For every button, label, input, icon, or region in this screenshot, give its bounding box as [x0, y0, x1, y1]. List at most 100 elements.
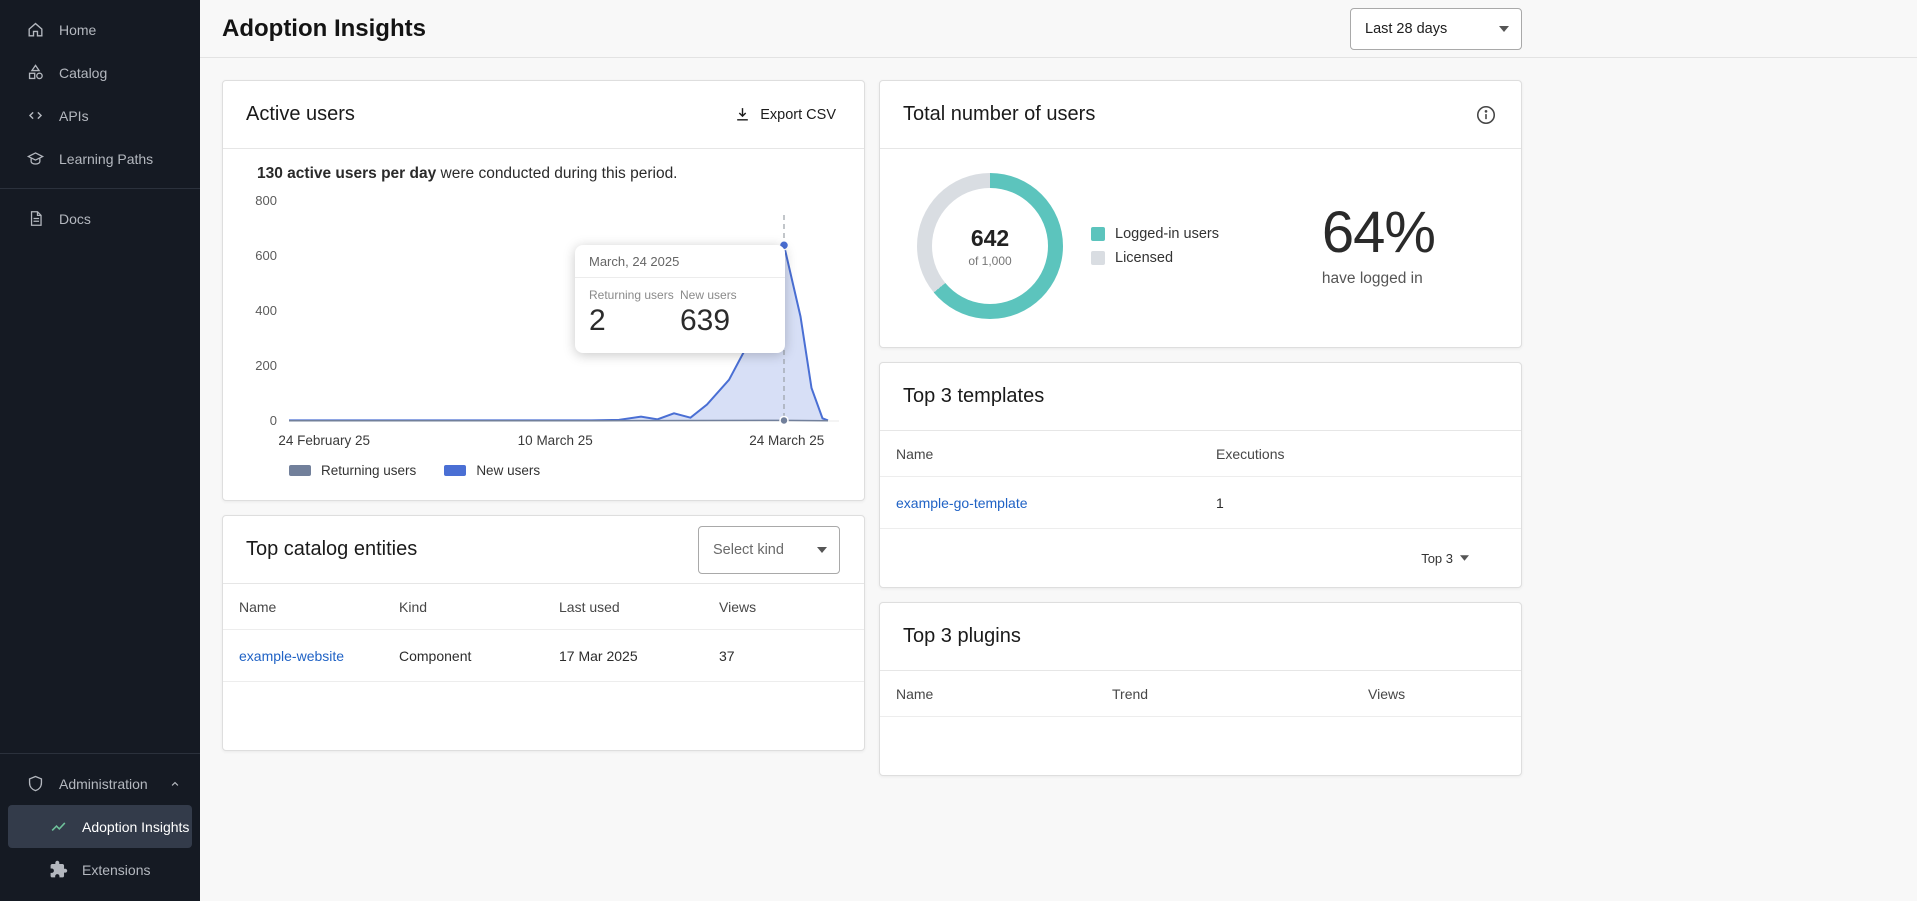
sidebar-item-administration[interactable]: Administration — [8, 762, 192, 805]
top-catalog-entities-card: Top catalog entities Select kind Name Ki… — [222, 515, 865, 751]
template-executions: 1 — [1216, 495, 1505, 511]
sidebar-item-catalog[interactable]: Catalog — [8, 51, 192, 94]
tooltip-returning-users: Returning users 2 — [589, 288, 680, 339]
sidebar-spacer — [0, 240, 200, 745]
logged-in-stat: 64% have logged in — [1322, 204, 1521, 288]
legend-item-new-users: New users — [444, 463, 540, 478]
legend-item-logged-in: Logged-in users — [1091, 226, 1219, 242]
card-bottom-space — [223, 682, 864, 750]
caret-down-icon — [817, 547, 827, 553]
catalog-icon — [25, 63, 45, 83]
legend-label: New users — [476, 463, 540, 478]
info-icon[interactable] — [1475, 104, 1497, 126]
table-row: example-go-template 1 — [880, 477, 1521, 529]
top-n-select[interactable]: Top 3 — [1421, 551, 1469, 566]
card-title: Top 3 templates — [903, 385, 1044, 408]
column-header-executions: Executions — [1216, 446, 1505, 462]
entity-views: 37 — [719, 648, 848, 664]
column-header-kind: Kind — [399, 599, 559, 615]
table-row: example-website Component 17 Mar 2025 37 — [223, 630, 864, 682]
column-header-last-used: Last used — [559, 599, 719, 615]
svg-text:10 March 25: 10 March 25 — [518, 433, 593, 448]
legend-swatch — [1091, 251, 1105, 265]
legend-swatch — [444, 465, 466, 476]
donut-value: 642 — [971, 225, 1009, 252]
column-header-name: Name — [896, 686, 1112, 702]
chart-legend: Returning users New users — [289, 463, 864, 478]
legend-item-returning-users: Returning users — [289, 463, 416, 478]
sidebar-item-adoption-insights[interactable]: Adoption Insights — [8, 805, 192, 848]
insights-chart-icon — [48, 817, 68, 837]
sidebar-item-home[interactable]: Home — [8, 8, 192, 51]
svg-text:400: 400 — [255, 303, 277, 318]
chevron-up-icon[interactable] — [168, 777, 182, 791]
tooltip-new-users: New users 639 — [680, 288, 771, 339]
table-footer: Top 3 — [880, 529, 1521, 587]
sidebar-item-label: Home — [59, 22, 96, 38]
tooltip-date: March, 24 2025 — [575, 245, 785, 278]
download-icon — [734, 106, 751, 123]
page-title: Adoption Insights — [222, 15, 426, 43]
sidebar-item-extensions[interactable]: Extensions — [8, 848, 192, 891]
card-title: Top catalog entities — [246, 538, 417, 561]
active-users-card: Active users Export CSV 130 active users… — [222, 80, 865, 501]
date-range-value: Last 28 days — [1365, 21, 1447, 37]
sidebar-divider — [0, 188, 200, 189]
export-csv-button[interactable]: Export CSV — [730, 100, 840, 129]
kind-select[interactable]: Select kind — [698, 526, 840, 574]
apis-icon — [25, 106, 45, 126]
sidebar-item-label: Administration — [59, 776, 148, 792]
table-header: Name Kind Last used Views — [223, 584, 864, 630]
legend-label: Licensed — [1115, 250, 1173, 266]
home-icon — [25, 20, 45, 40]
entity-last-used: 17 Mar 2025 — [559, 648, 719, 664]
card-title: Top 3 plugins — [903, 625, 1021, 648]
svg-text:800: 800 — [255, 193, 277, 208]
learning-paths-icon — [25, 149, 45, 169]
svg-text:200: 200 — [255, 358, 277, 373]
sidebar-item-label: Learning Paths — [59, 151, 153, 167]
table-header: Name Trend Views — [880, 671, 1521, 717]
page-header: Adoption Insights Last 28 days — [200, 0, 1917, 58]
puzzle-icon — [48, 860, 68, 880]
card-bottom-space — [880, 717, 1521, 775]
sidebar-item-label: Catalog — [59, 65, 107, 81]
date-range-select[interactable]: Last 28 days — [1350, 8, 1522, 50]
legend-label: Returning users — [321, 463, 416, 478]
svg-text:600: 600 — [255, 248, 277, 263]
sidebar-item-docs[interactable]: Docs — [8, 197, 192, 240]
svg-text:0: 0 — [270, 413, 277, 428]
percent-value: 64% — [1322, 204, 1435, 262]
sidebar-item-label: Adoption Insights — [82, 819, 189, 835]
entity-link[interactable]: example-website — [239, 648, 399, 664]
card-title: Active users — [246, 103, 355, 126]
sidebar-item-label: APIs — [59, 108, 89, 124]
docs-icon — [25, 209, 45, 229]
entity-kind: Component — [399, 648, 559, 664]
template-link[interactable]: example-go-template — [896, 495, 1216, 511]
donut-chart[interactable]: 642 of 1,000 — [917, 173, 1063, 319]
table-header: Name Executions — [880, 431, 1521, 477]
top-plugins-card: Top 3 plugins Name Trend Views — [879, 602, 1522, 776]
top-n-value: Top 3 — [1421, 551, 1453, 566]
column-header-name: Name — [239, 599, 399, 615]
kind-select-value: Select kind — [713, 542, 784, 558]
total-users-card: Total number of users 642 of 1,000 — [879, 80, 1522, 348]
donut-legend: Logged-in users Licensed — [1091, 218, 1219, 274]
sidebar: Home Catalog APIs Learning Paths Docs Ad… — [0, 0, 200, 901]
sidebar-item-label: Docs — [59, 211, 91, 227]
sidebar-divider — [0, 753, 200, 754]
sidebar-item-learning-paths[interactable]: Learning Paths — [8, 137, 192, 180]
legend-swatch — [289, 465, 311, 476]
column-header-trend: Trend — [1112, 686, 1368, 702]
main-content: Adoption Insights Last 28 days Active us… — [200, 0, 1917, 901]
legend-label: Logged-in users — [1115, 226, 1219, 242]
column-header-name: Name — [896, 446, 1216, 462]
donut-center: 642 of 1,000 — [932, 188, 1048, 304]
sidebar-item-apis[interactable]: APIs — [8, 94, 192, 137]
column-header-views: Views — [719, 599, 848, 615]
legend-swatch — [1091, 227, 1105, 241]
active-users-summary: 130 active users per day were conducted … — [257, 165, 840, 183]
dashboard-grid: Active users Export CSV 130 active users… — [200, 58, 1917, 776]
shield-icon — [25, 774, 45, 794]
